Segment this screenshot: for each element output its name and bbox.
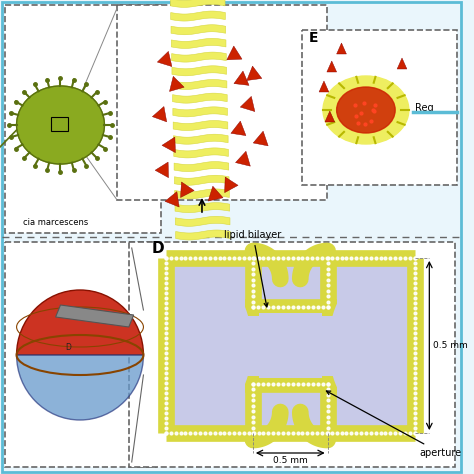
Polygon shape	[175, 216, 230, 226]
Polygon shape	[181, 182, 194, 198]
Polygon shape	[170, 0, 225, 8]
Bar	[51, 117, 68, 131]
Ellipse shape	[17, 86, 104, 164]
Polygon shape	[172, 80, 227, 90]
Polygon shape	[172, 66, 227, 76]
Text: E: E	[308, 31, 318, 45]
Polygon shape	[174, 148, 228, 158]
Polygon shape	[240, 96, 255, 111]
Polygon shape	[171, 25, 226, 35]
Text: Reg: Reg	[415, 103, 433, 113]
Polygon shape	[174, 175, 229, 185]
Ellipse shape	[323, 76, 409, 144]
Polygon shape	[173, 107, 228, 117]
Bar	[166, 258, 415, 433]
Polygon shape	[171, 11, 225, 21]
Polygon shape	[397, 58, 407, 69]
Text: cia marcescens: cia marcescens	[23, 218, 88, 227]
Polygon shape	[55, 305, 134, 327]
Polygon shape	[231, 121, 246, 136]
Polygon shape	[155, 162, 169, 178]
Polygon shape	[319, 81, 329, 92]
Polygon shape	[173, 93, 227, 103]
FancyBboxPatch shape	[302, 30, 456, 185]
Polygon shape	[225, 177, 238, 192]
Polygon shape	[327, 61, 337, 72]
Text: 0.5 mm: 0.5 mm	[433, 341, 468, 350]
Wedge shape	[17, 355, 144, 420]
Text: D: D	[151, 241, 164, 256]
Polygon shape	[236, 151, 250, 166]
Polygon shape	[247, 66, 262, 81]
FancyBboxPatch shape	[129, 242, 455, 467]
Polygon shape	[162, 137, 175, 153]
Ellipse shape	[175, 279, 252, 412]
Text: aperture: aperture	[327, 391, 462, 458]
Polygon shape	[208, 186, 223, 201]
Polygon shape	[175, 202, 230, 213]
FancyBboxPatch shape	[5, 5, 161, 233]
Polygon shape	[173, 120, 228, 130]
Text: 0.5 mm: 0.5 mm	[273, 456, 308, 465]
Polygon shape	[176, 230, 230, 240]
Polygon shape	[325, 111, 335, 122]
Polygon shape	[337, 43, 346, 54]
Wedge shape	[17, 290, 144, 355]
FancyBboxPatch shape	[5, 242, 156, 467]
Polygon shape	[174, 162, 229, 172]
Polygon shape	[175, 189, 229, 199]
Polygon shape	[253, 131, 268, 146]
Polygon shape	[172, 52, 226, 62]
FancyBboxPatch shape	[117, 5, 327, 200]
Bar	[259, 313, 322, 378]
Text: lipid bilayer: lipid bilayer	[224, 230, 282, 307]
Polygon shape	[157, 51, 172, 66]
Text: D: D	[65, 343, 71, 352]
Polygon shape	[234, 71, 249, 85]
Ellipse shape	[328, 279, 405, 412]
Polygon shape	[173, 134, 228, 144]
Polygon shape	[152, 107, 167, 122]
Ellipse shape	[337, 87, 395, 133]
Polygon shape	[165, 191, 179, 207]
Polygon shape	[171, 38, 226, 48]
Polygon shape	[170, 76, 184, 91]
Polygon shape	[227, 46, 242, 60]
